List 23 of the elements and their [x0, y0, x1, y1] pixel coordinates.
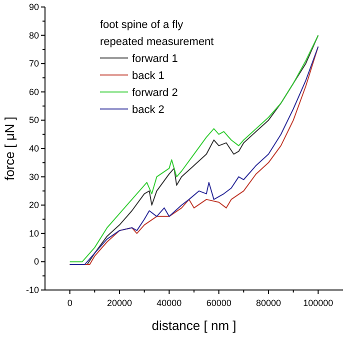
- y-tick-label: 80: [28, 30, 39, 40]
- x-tick-label: 20000: [106, 298, 132, 308]
- legend-label: forward 2: [132, 87, 178, 99]
- y-tick-label: 70: [28, 58, 39, 69]
- x-tick-label: 40000: [156, 298, 182, 308]
- y-tick-label: 0: [34, 256, 39, 267]
- x-tick-label: 60000: [206, 298, 232, 308]
- x-tick-label: 80000: [256, 298, 282, 308]
- y-tick-label: 30: [28, 172, 39, 182]
- y-axis-title: force [ μN ]: [2, 116, 17, 180]
- legend-label: back 2: [132, 104, 164, 116]
- legend-label: back 1: [132, 70, 164, 82]
- y-tick-label: 10: [28, 228, 39, 238]
- y-tick-label: 20: [28, 200, 39, 210]
- y-tick-label: 90: [28, 2, 39, 12]
- x-tick-label: 0: [67, 298, 72, 308]
- legend-label: forward 1: [132, 53, 178, 65]
- y-tick-label: 60: [28, 86, 39, 97]
- x-axis-title: distance [ nm ]: [152, 318, 236, 333]
- y-tick-label: 40: [28, 144, 39, 154]
- x-tick-label: 100000: [303, 298, 334, 308]
- y-tick-label: 50: [28, 115, 39, 126]
- y-tick-label: -10: [26, 285, 39, 295]
